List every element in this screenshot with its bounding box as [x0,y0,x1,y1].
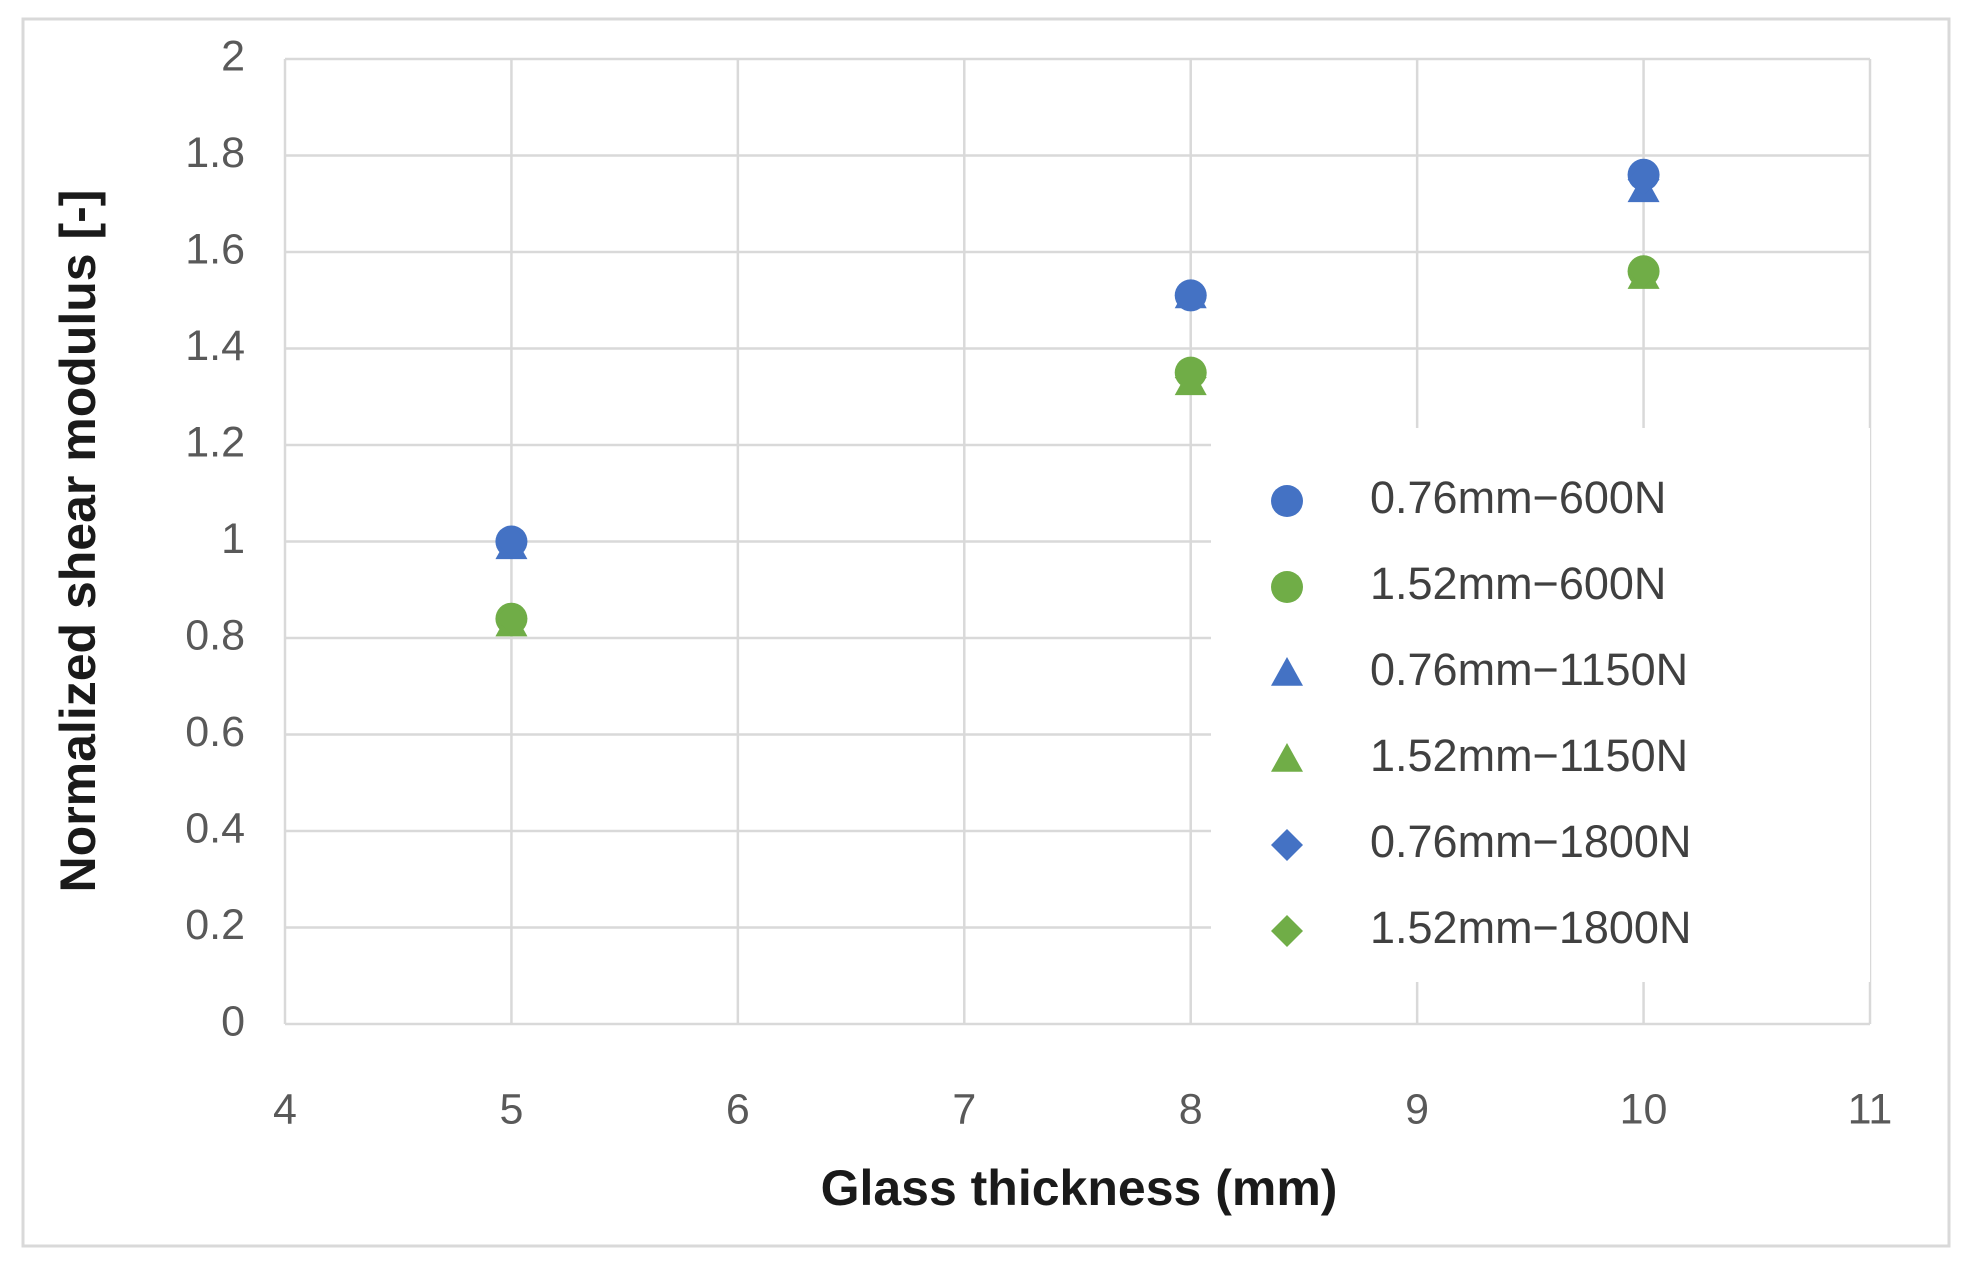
y-tick-label: 1.4 [185,322,245,370]
x-tick-label: 10 [1620,1085,1668,1133]
x-tick-label: 11 [1848,1085,1893,1133]
x-tick-label: 7 [952,1085,976,1133]
legend-box [1211,428,1870,982]
marker [495,525,528,558]
legend-marker [1271,571,1303,603]
y-axis-title: Normalized shear modulus [-] [50,190,106,893]
legend-label: 0.76mm−1800N [1370,816,1691,867]
legend-label: 1.52mm−1150N [1370,730,1688,781]
x-tick-label: 8 [1179,1085,1203,1133]
legend-marker [1271,657,1303,686]
legend-marker [1271,485,1303,517]
x-tick-label: 6 [726,1085,750,1133]
y-tick-label: 2 [221,32,245,80]
y-tick-label: 0.6 [185,708,245,756]
y-tick-label: 1.2 [185,418,245,466]
legend-label: 0.76mm−600N [1370,472,1666,523]
legend-label: 1.52mm−1800N [1370,902,1691,953]
x-tick-label: 5 [499,1085,523,1133]
y-tick-label: 1.6 [185,225,245,273]
y-tick-label: 1.8 [185,129,245,177]
legend-label: 0.76mm−1150N [1370,644,1688,695]
legend-label: 1.52mm−600N [1370,558,1666,609]
marker [1627,255,1660,288]
y-tick-label: 1 [221,515,245,563]
legend-marker [1271,829,1303,861]
y-tick-label: 0.2 [185,901,245,949]
y-tick-label: 0.4 [185,804,245,852]
y-tick-label: 0.8 [185,611,245,659]
x-tick-label: 4 [273,1085,297,1133]
x-axis-title: Glass thickness (mm) [821,1160,1338,1216]
y-tick-label: 0 [221,997,245,1045]
marker [495,602,528,635]
marker [1627,163,1660,196]
marker [1174,279,1207,312]
marker [1174,361,1207,394]
legend-marker [1271,915,1303,947]
x-tick-label: 9 [1405,1085,1429,1133]
legend-marker [1271,743,1303,772]
